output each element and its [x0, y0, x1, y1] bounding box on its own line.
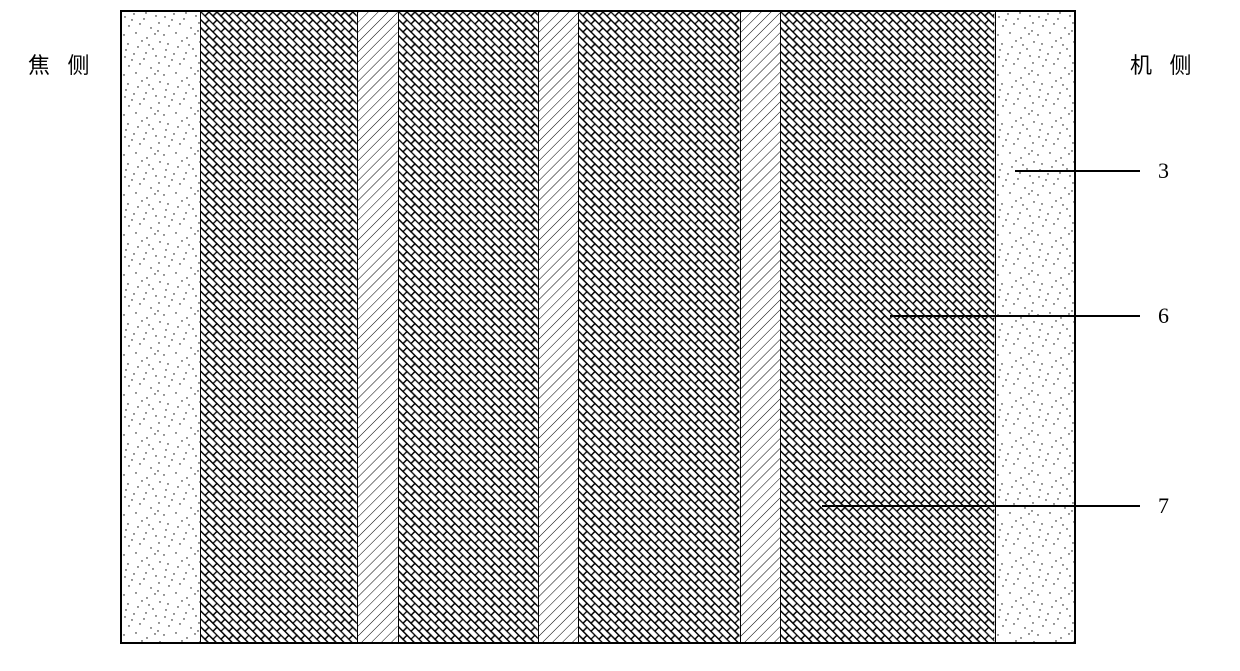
callout-number: 7 — [1158, 493, 1169, 519]
section-column — [358, 12, 399, 642]
diagram-container: 焦 侧 机 侧 — [0, 0, 1240, 671]
section-column — [781, 12, 995, 642]
callout-line — [1015, 170, 1140, 172]
section-column — [539, 12, 580, 642]
callout-number: 3 — [1158, 158, 1169, 184]
label-machine-side: 机 侧 — [1130, 48, 1198, 80]
callout-line — [822, 505, 1140, 507]
section-column — [399, 12, 539, 642]
section-column — [996, 12, 1074, 642]
label-coke-side: 焦 侧 — [28, 48, 96, 80]
section-column — [122, 12, 201, 642]
cross-section-diagram — [120, 10, 1076, 644]
section-column — [741, 12, 782, 642]
section-column — [201, 12, 358, 642]
callout-number: 6 — [1158, 303, 1169, 329]
section-column — [579, 12, 740, 642]
callout-line — [890, 315, 1140, 317]
